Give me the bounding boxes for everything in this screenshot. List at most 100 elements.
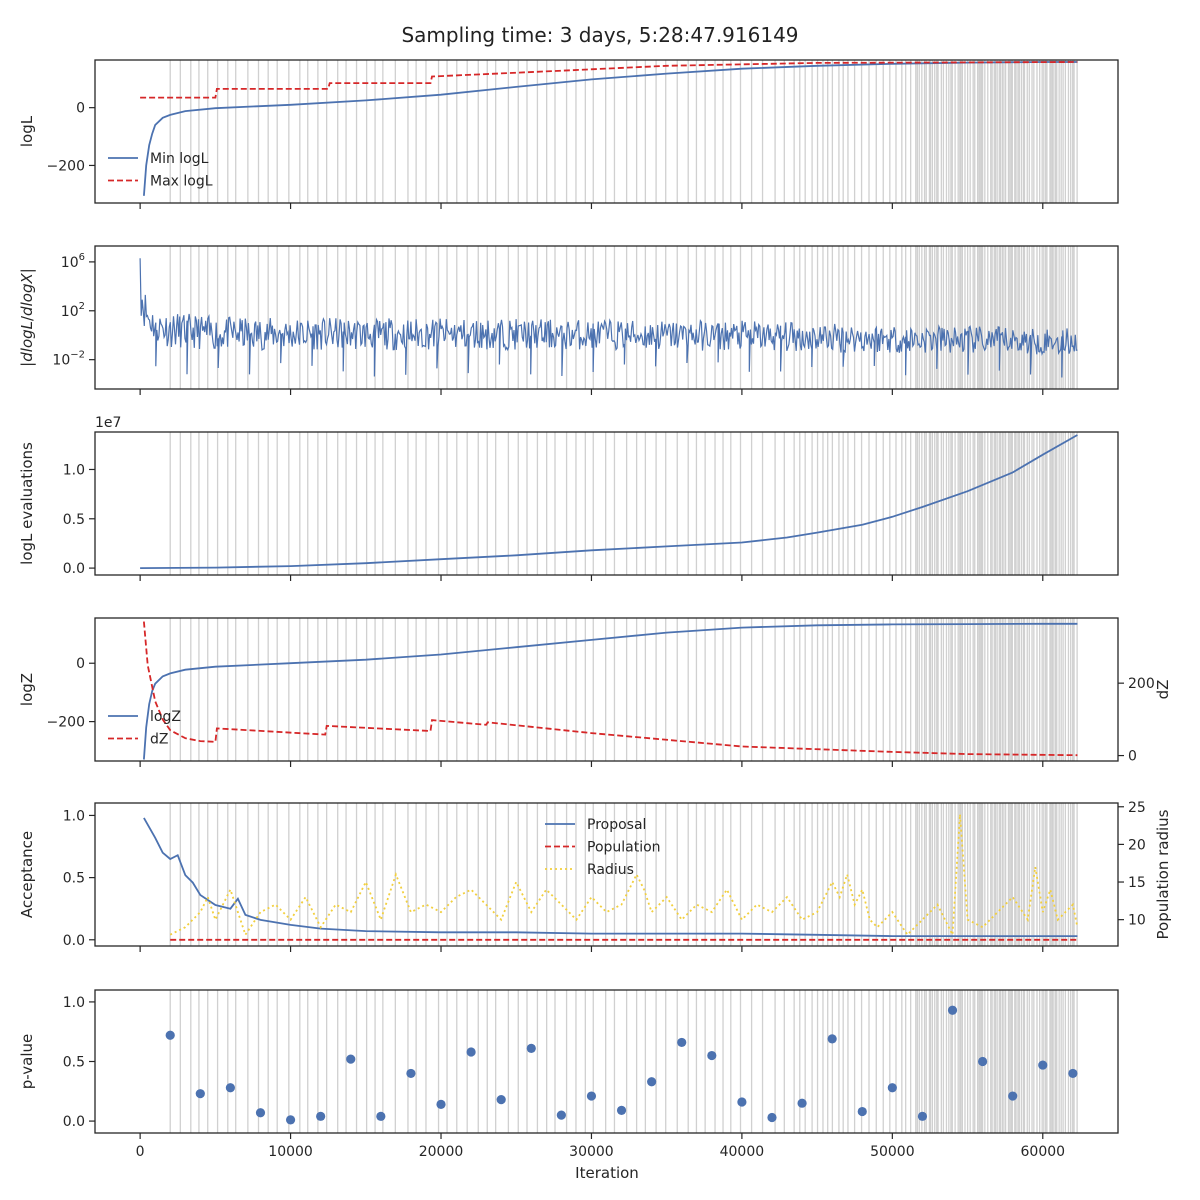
legend-label: Proposal bbox=[587, 817, 646, 833]
panel-evals: 0.0 0.5 1.0 logL evaluations 1e7 bbox=[18, 415, 1119, 581]
data-point bbox=[707, 1050, 717, 1061]
data-point bbox=[767, 1112, 777, 1123]
noise-band bbox=[139, 258, 1078, 378]
legend-label: Population bbox=[587, 840, 661, 856]
panel-dlogl: 106 102 10−2 |dlogL/dlogX| bbox=[18, 245, 1119, 395]
data-point bbox=[586, 1091, 597, 1101]
x-axis-label: Iteration bbox=[575, 1164, 639, 1182]
panel-pvalue: 0 10000 20000 30000 40000 50000 60000 0.0 0.5 1.0… bbox=[18, 989, 1119, 1160]
legend: Min logL Max logL bbox=[108, 151, 213, 190]
legend-label: dZ bbox=[150, 732, 168, 748]
update-marker-lines bbox=[169, 60, 1078, 203]
y-tick-label: 0.0 bbox=[63, 1114, 85, 1130]
series-line-proposal bbox=[143, 817, 1078, 937]
series-line-radius bbox=[169, 814, 1079, 939]
axes-frame bbox=[94, 245, 1119, 390]
data-point bbox=[917, 1111, 928, 1121]
y-right-axis-label: Population radius bbox=[1154, 809, 1172, 939]
y-right-tick-label: 15 bbox=[1128, 875, 1146, 891]
y-axis-label: logL evaluations bbox=[18, 442, 36, 565]
y-tick-label: 0.0 bbox=[63, 933, 85, 949]
legend: Proposal Population Radius bbox=[545, 817, 661, 878]
data-point bbox=[1068, 1068, 1078, 1079]
series-line-min-logl bbox=[143, 61, 1078, 196]
data-point bbox=[827, 1034, 837, 1044]
axes-frame bbox=[94, 59, 1119, 204]
y-tick-label: 1.0 bbox=[63, 995, 85, 1011]
data-point bbox=[947, 1005, 958, 1015]
axes-frame bbox=[94, 431, 1119, 576]
y-tick-label: 106 bbox=[61, 252, 85, 271]
y-axis-label: p-value bbox=[18, 1034, 36, 1090]
data-point bbox=[466, 1047, 476, 1057]
y-tick-label: 0.0 bbox=[63, 561, 85, 577]
data-point bbox=[255, 1108, 266, 1118]
x-tick-label: 0 bbox=[136, 1144, 145, 1160]
data-point bbox=[225, 1083, 235, 1093]
data-point bbox=[285, 1115, 296, 1125]
legend-label: logZ bbox=[150, 709, 181, 725]
y-tick-exponent: 6 bbox=[79, 252, 85, 263]
data-point bbox=[406, 1068, 416, 1079]
legend: logZ dZ bbox=[108, 709, 181, 748]
series-line-0 bbox=[140, 434, 1078, 569]
data-point bbox=[195, 1089, 205, 1099]
update-marker-lines bbox=[169, 803, 1078, 946]
y-tick-label: 102 bbox=[61, 301, 85, 320]
y-tick-label: −200 bbox=[47, 715, 85, 731]
data-point bbox=[737, 1097, 747, 1107]
y-tick-label: 0 bbox=[76, 656, 85, 672]
data-point bbox=[165, 1030, 175, 1040]
data-point bbox=[797, 1098, 807, 1108]
axes-frame bbox=[94, 989, 1119, 1134]
y-tick-label: 10−2 bbox=[52, 350, 85, 369]
y-axis-label: |dlogL/dlogX| bbox=[18, 268, 36, 367]
data-point bbox=[1038, 1060, 1048, 1070]
data-point bbox=[316, 1111, 326, 1121]
y-tick-label: 0.5 bbox=[63, 871, 85, 887]
x-tick-label: 30000 bbox=[569, 1144, 614, 1160]
data-point bbox=[978, 1056, 988, 1067]
y-right-tick-label: 20 bbox=[1128, 837, 1146, 853]
panel-logl: 0 −200 logL Min logL Max logL bbox=[18, 59, 1119, 209]
y-tick-label: 0.5 bbox=[63, 512, 85, 528]
data-point bbox=[616, 1105, 627, 1115]
series-line bbox=[139, 258, 1078, 378]
series-line-dz bbox=[143, 621, 1078, 757]
y-right-tick-label: 25 bbox=[1128, 800, 1146, 816]
y-axis-label: logL bbox=[18, 115, 36, 147]
y-right-tick-label: 200 bbox=[1128, 676, 1155, 692]
y-right-tick-label: 10 bbox=[1128, 913, 1146, 929]
data-point bbox=[857, 1106, 867, 1117]
y-tick-label: 0.5 bbox=[63, 1055, 85, 1071]
data-point bbox=[887, 1083, 897, 1093]
update-marker-lines bbox=[169, 990, 1078, 1133]
data-point bbox=[346, 1054, 356, 1064]
legend-label: Min logL bbox=[150, 151, 209, 167]
y-tick-label: 1.0 bbox=[63, 808, 85, 824]
data-point bbox=[677, 1037, 687, 1048]
legend-label: Max logL bbox=[150, 174, 213, 190]
data-point bbox=[436, 1099, 446, 1109]
y-tick-label: −200 bbox=[47, 158, 85, 174]
x-tick-label: 20000 bbox=[419, 1144, 464, 1160]
update-marker-lines bbox=[169, 432, 1078, 575]
data-point bbox=[556, 1110, 566, 1120]
data-point bbox=[376, 1111, 386, 1121]
y-axis-label: Acceptance bbox=[18, 831, 36, 918]
x-tick-label: 10000 bbox=[268, 1144, 313, 1160]
y-tick-label: 0 bbox=[76, 101, 85, 117]
data-point bbox=[1008, 1091, 1018, 1101]
y-tick-label: 1.0 bbox=[63, 462, 85, 478]
panel-acceptance: 0.0 0.5 1.0 Acceptance 10 15 20 25 Population ra… bbox=[18, 800, 1172, 952]
x-tick-label: 40000 bbox=[720, 1144, 765, 1160]
data-point bbox=[647, 1077, 657, 1087]
update-marker-lines bbox=[169, 246, 1078, 389]
y-offset-label: 1e7 bbox=[95, 415, 121, 431]
data-point bbox=[526, 1043, 536, 1053]
y-right-axis-label: dZ bbox=[1154, 680, 1172, 700]
y-right-tick-label: 0 bbox=[1128, 749, 1137, 765]
y-tick-exponent: −2 bbox=[70, 350, 85, 361]
